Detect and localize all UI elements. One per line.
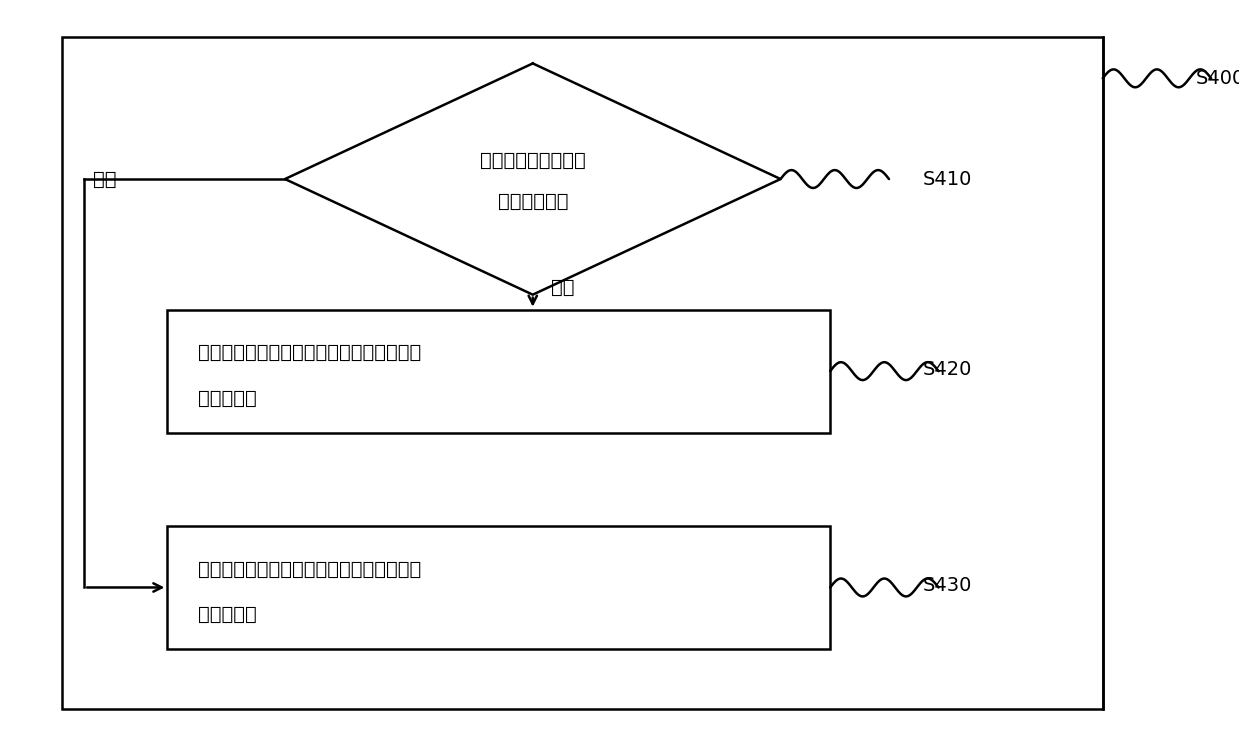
Text: 正值: 正值 [551,278,575,297]
Text: S400: S400 [1196,69,1239,88]
Text: S420: S420 [923,360,973,379]
Bar [167,526,830,649]
Text: 负值: 负值 [93,169,116,189]
Text: 裂泵的排量: 裂泵的排量 [198,389,256,408]
Text: 设压力的差值: 设压力的差值 [498,192,567,211]
Text: 判断实际压力值与预: 判断实际压力值与预 [479,151,586,170]
Bar [167,310,830,433]
Text: 当实际压力值小于预设施工压力时，升高压: 当实际压力值小于预设施工压力时，升高压 [198,560,421,578]
Text: 当实际压力值大于预设施工压力时，降低压: 当实际压力值大于预设施工压力时，降低压 [198,343,421,362]
Text: S430: S430 [923,576,973,595]
Text: 裂泵的排量: 裂泵的排量 [198,605,256,624]
Text: S410: S410 [923,169,973,189]
